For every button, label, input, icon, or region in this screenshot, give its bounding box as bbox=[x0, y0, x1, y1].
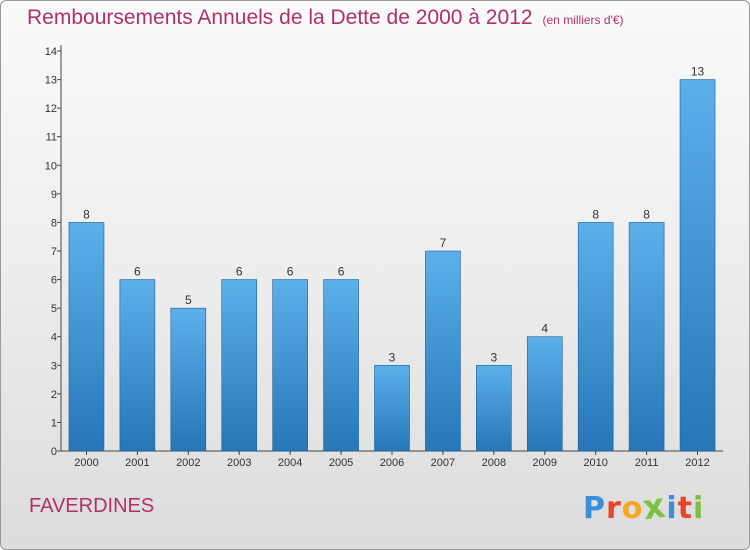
bar-value-label: 8 bbox=[643, 207, 650, 221]
chart-data-labels: 8 6 5 6 6 6 3 7 3 4 8 8 13 bbox=[83, 65, 704, 365]
x-tick-label: 2003 bbox=[227, 457, 251, 469]
y-tick-label: 3 bbox=[51, 360, 57, 372]
x-tick-label: 2000 bbox=[74, 457, 98, 469]
bar-value-label: 6 bbox=[287, 265, 294, 279]
bar-2004 bbox=[272, 279, 308, 452]
chart-title-unit: (en milliers d'€) bbox=[542, 13, 624, 27]
y-tick-label: 7 bbox=[51, 246, 57, 258]
bar-2009 bbox=[526, 336, 563, 452]
logo-letter: x bbox=[640, 485, 670, 529]
bar-value-label: 4 bbox=[541, 322, 548, 336]
y-tick-label: 6 bbox=[51, 275, 57, 287]
logo-letter: P bbox=[583, 491, 606, 526]
bar-value-label: 3 bbox=[491, 350, 498, 364]
x-tick-label: 2008 bbox=[482, 457, 506, 469]
x-tick-label: 2006 bbox=[380, 457, 404, 469]
bar-value-label: 6 bbox=[134, 265, 141, 279]
chart-bars bbox=[68, 79, 716, 452]
logo-letter: r bbox=[606, 491, 622, 526]
chart-title-main: Remboursements Annuels de la Dette de 20… bbox=[27, 6, 533, 29]
bar-value-label: 6 bbox=[338, 265, 345, 279]
chart-title: Remboursements Annuels de la Dette de 20… bbox=[27, 6, 624, 30]
bar-2001 bbox=[119, 279, 156, 452]
bar-2010 bbox=[577, 222, 614, 452]
y-tick-label: 13 bbox=[45, 75, 57, 87]
y-tick-label: 1 bbox=[51, 417, 57, 429]
bar-value-label: 13 bbox=[691, 65, 705, 79]
bar-2006 bbox=[374, 364, 410, 452]
logo-letter: o bbox=[621, 491, 644, 526]
bar-value-label: 7 bbox=[440, 236, 447, 250]
bar-2005 bbox=[323, 279, 359, 452]
bar-2000 bbox=[68, 222, 105, 452]
proxiti-logo: Proxiti bbox=[583, 485, 705, 529]
x-tick-label: 2009 bbox=[533, 457, 557, 469]
logo-letter: t bbox=[677, 491, 693, 526]
y-tick-label: 2 bbox=[51, 389, 57, 401]
y-tick-label: 8 bbox=[51, 217, 57, 229]
bar-2008 bbox=[476, 364, 512, 452]
bar-2012 bbox=[679, 79, 716, 452]
x-tick-label: 2004 bbox=[278, 457, 302, 469]
bar-2002 bbox=[170, 307, 207, 452]
y-tick-label: 5 bbox=[51, 303, 57, 315]
x-tick-label: 2011 bbox=[635, 457, 659, 469]
logo-letter: i bbox=[693, 491, 705, 526]
y-tick-label: 9 bbox=[51, 189, 57, 201]
y-tick-label: 14 bbox=[45, 46, 57, 58]
x-tick-label: 2002 bbox=[176, 457, 200, 469]
x-tick-label: 2010 bbox=[583, 457, 607, 469]
bar-value-label: 5 bbox=[185, 293, 192, 307]
x-tick-label: 2007 bbox=[431, 457, 455, 469]
bar-value-label: 3 bbox=[389, 350, 396, 364]
bar-value-label: 6 bbox=[236, 265, 243, 279]
y-tick-label: 4 bbox=[51, 332, 57, 344]
bar-value-label: 8 bbox=[592, 207, 599, 221]
bar-2007 bbox=[425, 250, 461, 452]
y-tick-label: 12 bbox=[45, 103, 57, 115]
y-tick-label: 10 bbox=[45, 160, 57, 172]
bar-2003 bbox=[221, 279, 258, 452]
y-tick-label: 11 bbox=[46, 132, 57, 144]
y-tick-label: 0 bbox=[51, 446, 57, 458]
bar-2011 bbox=[628, 222, 665, 452]
x-tick-label: 2001 bbox=[125, 457, 149, 469]
logo-letter: i bbox=[666, 491, 678, 526]
x-tick-label: 2012 bbox=[685, 457, 709, 469]
commune-name: FAVERDINES bbox=[29, 495, 155, 517]
bar-value-label: 8 bbox=[83, 207, 90, 221]
x-tick-label: 2005 bbox=[329, 457, 353, 469]
